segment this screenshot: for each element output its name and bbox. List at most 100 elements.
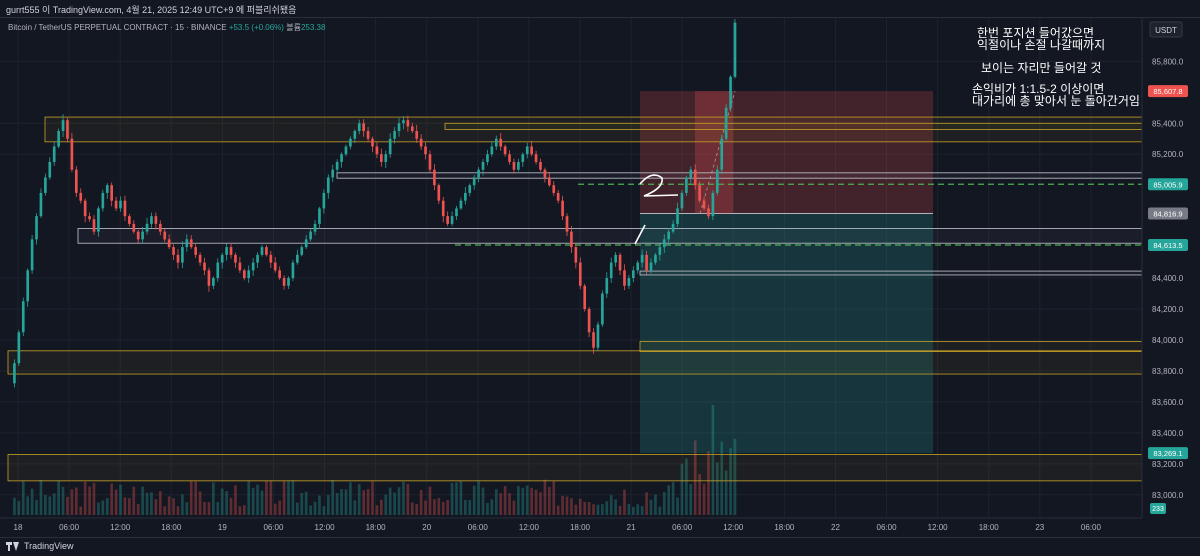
volume-bar-54 [247,480,251,515]
candle-body-145 [649,262,653,271]
price-tick-0: 85,800.0 [1152,57,1184,66]
volume-bar-153 [685,458,688,515]
volume-bar-71 [322,506,326,515]
brand[interactable]: TradingView [6,541,74,551]
volume-bar-13 [66,496,69,515]
candle-body-140 [627,278,631,286]
candle-body-122 [548,177,551,186]
volume-bar-162 [724,470,728,515]
candle-body-58 [265,247,268,255]
candle-body-159 [711,192,715,217]
volume-bar-105 [472,485,476,515]
volume-bar-134 [601,504,604,515]
time-tick-5: 06:00 [263,523,284,532]
volume-bar-118 [530,487,533,515]
candle-body-129 [578,262,582,286]
time-tick-10: 12:00 [519,523,540,532]
currency-badge[interactable] [1149,21,1183,38]
volume-bar-17 [83,481,87,515]
volume-bar-121 [543,479,547,515]
price-tick-1: 85,400.0 [1152,119,1184,128]
candle-body-120 [539,161,542,170]
annotation-line-1: 한번 포지션 들어갔으면 [977,26,1094,40]
box-0 [77,228,1143,244]
candle-body-19 [92,219,96,232]
candle-body-100 [450,216,454,224]
candle-body-68 [309,231,312,240]
annotation-text[interactable]: 한번 포지션 들어갔으면 익절이나 손절 나갈때까지 보이는 자리만 들어갈 것… [972,26,1140,108]
volume-bar-85 [384,494,388,515]
candle-body-81 [366,131,370,139]
time-axis[interactable]: 18 06:00 12:00 18:00 19 06:00 12:00 18:00 20 06:0… [0,517,1200,537]
volume-bar-107 [481,487,485,515]
candle-body-151 [676,208,679,224]
volume-bar-137 [614,499,617,515]
price-axis[interactable]: USDT 85,800.0 85,400.0 85,200.0 84,400.0 84,… [1141,18,1200,518]
volume-bar-43 [198,491,202,515]
volume-bar-30 [141,486,144,515]
candle-body-39 [181,247,184,263]
volume-bar-50 [229,497,233,515]
candle-body-55 [251,262,255,271]
volume-bar-141 [631,506,635,515]
price-chart[interactable]: Bitcoin / TetherUS PERPETUAL CONTRACT · … [0,18,1200,537]
volume-bar-55 [251,487,255,515]
volume-bar-112 [503,486,507,515]
volume-bar-144 [645,492,648,515]
price-tag-level: 84,613.5 [1153,241,1182,250]
time-tick-11: 18:00 [570,523,591,532]
volume-bar-97 [437,497,441,515]
price-tag-target: 83,269.1 [1153,449,1182,458]
volume-bar-42 [194,481,197,515]
candle-body-98 [441,200,445,217]
candle-body-160 [715,169,719,193]
symbol-title: Bitcoin / TetherUS PERPETUAL CONTRACT · … [8,22,326,32]
candle-body-43 [198,254,202,263]
candle-body-13 [66,120,69,139]
candle-body-85 [384,154,388,162]
volume-bar-81 [366,489,370,515]
volume-bar-57 [260,490,264,515]
volume-bar-29 [136,504,140,515]
price-tick-5: 84,000.0 [1152,336,1184,345]
tradingview-logo-icon [6,541,20,551]
volume-bar-15 [74,487,78,515]
candle-body-38 [176,254,180,263]
candle-body-116 [521,154,525,162]
candle-body-121 [543,169,547,178]
candle-body-152 [680,192,684,209]
time-tick-4: 19 [218,523,227,532]
price-tag-labels: 85,607.8 85,005.9 84,816.9 84,613.5 83,269.1 [1148,85,1188,460]
chart-grid [0,18,1142,518]
volume-bar-77 [349,482,352,515]
candle-body-69 [313,223,317,232]
volume-bar-16 [79,506,83,515]
volume-bar-110 [494,489,498,515]
volume-bar-140 [627,503,631,515]
candle-body-62 [282,278,286,286]
candle-body-138 [618,254,622,271]
volume-bar-143 [640,506,644,515]
candle-body-88 [397,123,401,132]
candle-body-16 [79,192,83,201]
volume-bar-21 [101,500,105,515]
candle-body-133 [596,324,600,348]
short-position-tool[interactable] [640,90,933,454]
volume-bar-14 [70,489,74,515]
volume-bar-70 [318,495,321,515]
candle-body-44 [203,262,206,271]
candle-body-124 [556,192,560,201]
volume-bar-9 [48,496,52,515]
volume-bar-20 [97,502,100,515]
candle-body-73 [331,169,335,178]
candle-body-136 [609,262,613,279]
volume-bar-60 [273,503,277,515]
candle-body-96 [433,169,436,186]
candle-body-34 [158,223,162,232]
candle-body-28 [132,223,136,232]
volume-tag [1150,503,1166,514]
volume-bar-47 [216,502,220,515]
volume-bar-73 [331,480,335,515]
support-resistance-zones[interactable] [7,116,1143,482]
candle-body-22 [105,185,109,193]
